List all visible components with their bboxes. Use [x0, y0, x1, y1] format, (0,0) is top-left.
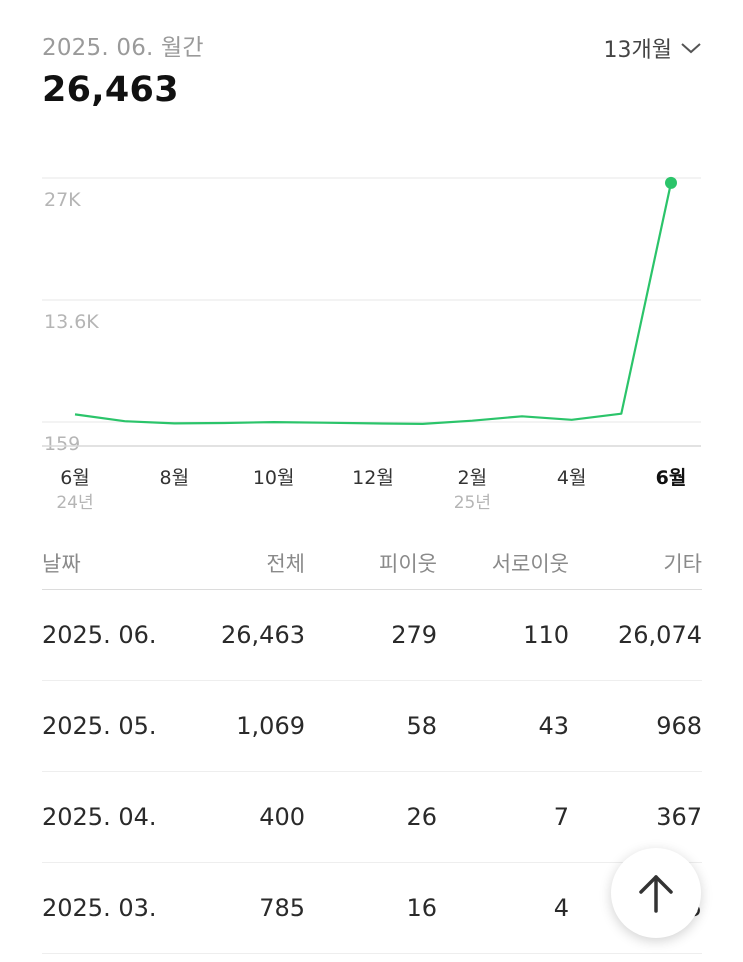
cell-total: 26,463: [192, 589, 305, 681]
x-tick-label: 4월: [557, 467, 587, 489]
col-total-header: 전체: [192, 537, 305, 590]
data-point-current: [665, 176, 677, 189]
table-row: 2025. 03. 785 16 4 765: [42, 862, 702, 954]
arrow-up-icon: [639, 875, 673, 913]
series-line: [74, 182, 673, 425]
x-tick-label: 8월: [160, 467, 190, 489]
cell-mutual: 43: [437, 680, 569, 772]
col-neighbor-header: 피이웃: [305, 537, 437, 590]
x-tick-label: 10월: [253, 467, 295, 489]
cell-other: 26,074: [569, 589, 702, 681]
y-tick-label: 27K: [44, 189, 81, 211]
cell-other: 968: [569, 680, 702, 772]
col-date-header: 날짜: [42, 537, 192, 590]
y-tick-label: 13.6K: [44, 311, 99, 333]
cell-mutual: 7: [437, 771, 569, 863]
range-selector[interactable]: 13개월: [604, 32, 702, 64]
cell-mutual: 110: [437, 589, 569, 681]
stats-table: 날짜 전체 피이웃 서로이웃 기타 2025. 06. 26,463 279 1…: [42, 537, 702, 954]
cell-date: 2025. 05.: [42, 680, 192, 772]
y-tick-label: 159: [44, 433, 80, 455]
table-row: 2025. 04. 400 26 7 367: [42, 771, 702, 863]
cell-date: 2025. 04.: [42, 771, 192, 863]
cell-date: 2025. 03.: [42, 862, 192, 954]
total-value: 26,463: [42, 70, 179, 110]
chevron-down-icon: [681, 43, 701, 54]
cell-total: 1,069: [192, 680, 305, 772]
stats-header: 2025. 06. 월간 26,463 13개월: [42, 28, 702, 110]
cell-mutual: 4: [437, 862, 569, 954]
x-tick-year-label: 24년: [56, 493, 93, 513]
cell-date: 2025. 06.: [42, 589, 192, 681]
x-tick-label: 6월: [60, 467, 90, 489]
col-mutual-header: 서로이웃: [437, 537, 569, 590]
x-tick-label: 6월: [656, 467, 687, 489]
cell-neighbor: 16: [305, 862, 437, 954]
x-tick-label: 2월: [458, 467, 488, 489]
x-tick-year-label: 25년: [454, 493, 491, 513]
col-other-header: 기타: [569, 537, 702, 590]
cell-neighbor: 279: [305, 589, 437, 681]
cell-neighbor: 26: [305, 771, 437, 863]
table-row: 2025. 06. 26,463 279 110 26,074: [42, 589, 702, 681]
range-selector-label: 13개월: [603, 38, 672, 63]
line-chart: 27K 13.6K 159 6월 24년 8월 10월 12월 2월 25년 4월 6월: [42, 176, 701, 513]
cell-neighbor: 58: [305, 680, 437, 772]
table-header-row: 날짜 전체 피이웃 서로이웃 기타: [42, 537, 702, 590]
cell-total: 785: [192, 862, 305, 954]
table-row: 2025. 05. 1,069 58 43 968: [42, 680, 702, 772]
period-label: 2025. 06. 월간: [42, 35, 204, 61]
cell-other: 367: [569, 771, 702, 863]
cell-total: 400: [192, 771, 305, 863]
scroll-top-button[interactable]: [611, 848, 701, 938]
x-tick-label: 12월: [352, 467, 394, 489]
